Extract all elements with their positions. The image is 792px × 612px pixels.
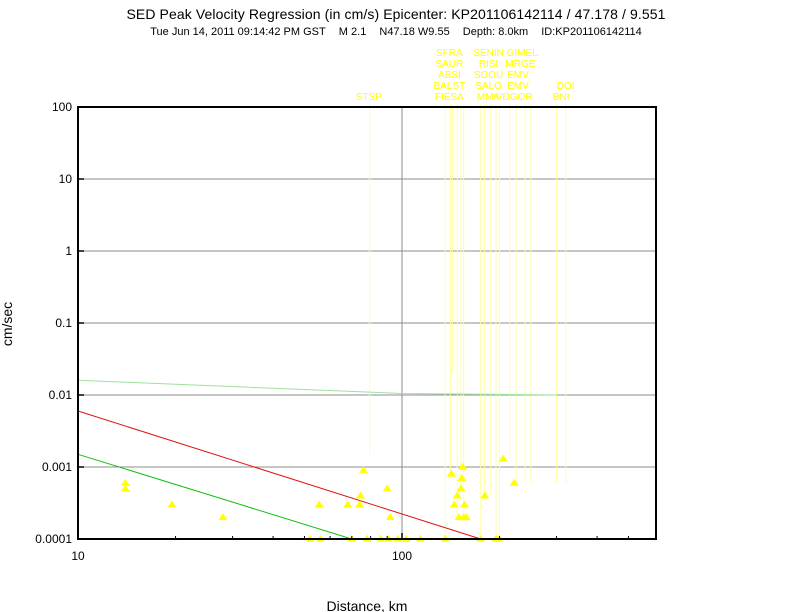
- regression-curve-2: [77, 453, 352, 540]
- data-point: [457, 473, 467, 481]
- data-point: [456, 484, 466, 492]
- station-label: STSP: [356, 92, 382, 103]
- data-point: [120, 478, 130, 486]
- station-label: SALO: [475, 81, 502, 92]
- station-label: EMV: [507, 81, 529, 92]
- station-label: MMK: [477, 92, 501, 103]
- x-axis-ticks: 10 100: [71, 533, 629, 563]
- data-point: [385, 513, 395, 521]
- grid-lines: [78, 106, 656, 540]
- data-point: [167, 500, 177, 508]
- data-point: [452, 491, 462, 499]
- x-tick-label: 100: [392, 549, 412, 563]
- data-point: [460, 500, 470, 508]
- data-point: [120, 484, 130, 492]
- y-tick-label: 1: [65, 244, 72, 258]
- station-label: GIMEL: [507, 48, 539, 59]
- event-location: N47.18 W9.55: [379, 26, 450, 38]
- x-tick-label: 10: [71, 549, 85, 563]
- regression-curve-3: [77, 379, 557, 396]
- data-point: [461, 513, 471, 521]
- station-label: VDGOR: [496, 92, 533, 103]
- data-point: [382, 484, 392, 492]
- station-label: BNI: [553, 92, 570, 103]
- y-tick-label: 0.1: [55, 316, 72, 330]
- station-label: DOI: [557, 81, 575, 92]
- station-label: SAUR: [435, 59, 463, 70]
- y-tick-label: 10: [59, 172, 73, 186]
- station-label: ABSI: [438, 70, 461, 81]
- data-point: [498, 454, 508, 462]
- y-axis-ticks: 0.0001 0.001 0.01 0.1 1 10 100: [35, 100, 84, 546]
- station-label: MRGE: [505, 59, 535, 70]
- data-point: [509, 478, 519, 486]
- regression-curve-1: [77, 410, 481, 540]
- event-magnitude: M 2.1: [338, 26, 367, 38]
- station-lines: [369, 104, 567, 539]
- data-point: [458, 462, 468, 470]
- data-point: [446, 469, 456, 477]
- station-label: RISI: [479, 59, 498, 70]
- station-label: SGOU: [474, 70, 503, 81]
- chart-subtitle: Tue Jun 14, 2011 09:14:42 PM GST M 2.1 N…: [0, 26, 792, 38]
- event-time: Tue Jun 14, 2011 09:14:42 PM GST: [150, 26, 326, 38]
- event-id: ID:KP201106142114: [541, 26, 642, 38]
- regression-curves: [77, 379, 557, 540]
- event-depth: Depth: 8.0km: [462, 26, 529, 38]
- y-axis-label: cm/sec: [0, 302, 15, 346]
- chart-title: SED Peak Velocity Regression (in cm/s) E…: [126, 6, 666, 22]
- station-label: FIESA: [435, 92, 464, 103]
- data-point: [356, 491, 366, 499]
- data-point: [218, 513, 228, 521]
- data-point: [449, 500, 459, 508]
- y-tick-label: 0.001: [42, 460, 72, 474]
- data-point: [314, 500, 324, 508]
- station-label: SFRA: [436, 48, 463, 59]
- data-point: [480, 491, 490, 499]
- y-tick-label: 0.01: [49, 388, 73, 402]
- station-label: BALST: [434, 81, 466, 92]
- data-point: [343, 500, 353, 508]
- station-label: SENIN: [473, 48, 504, 59]
- data-point: [358, 466, 368, 474]
- x-axis-label: Distance, km: [327, 598, 408, 612]
- data-point: [355, 500, 365, 508]
- station-label: EMV: [507, 70, 529, 81]
- y-tick-label: 100: [52, 100, 72, 114]
- y-tick-label: 0.0001: [35, 532, 72, 546]
